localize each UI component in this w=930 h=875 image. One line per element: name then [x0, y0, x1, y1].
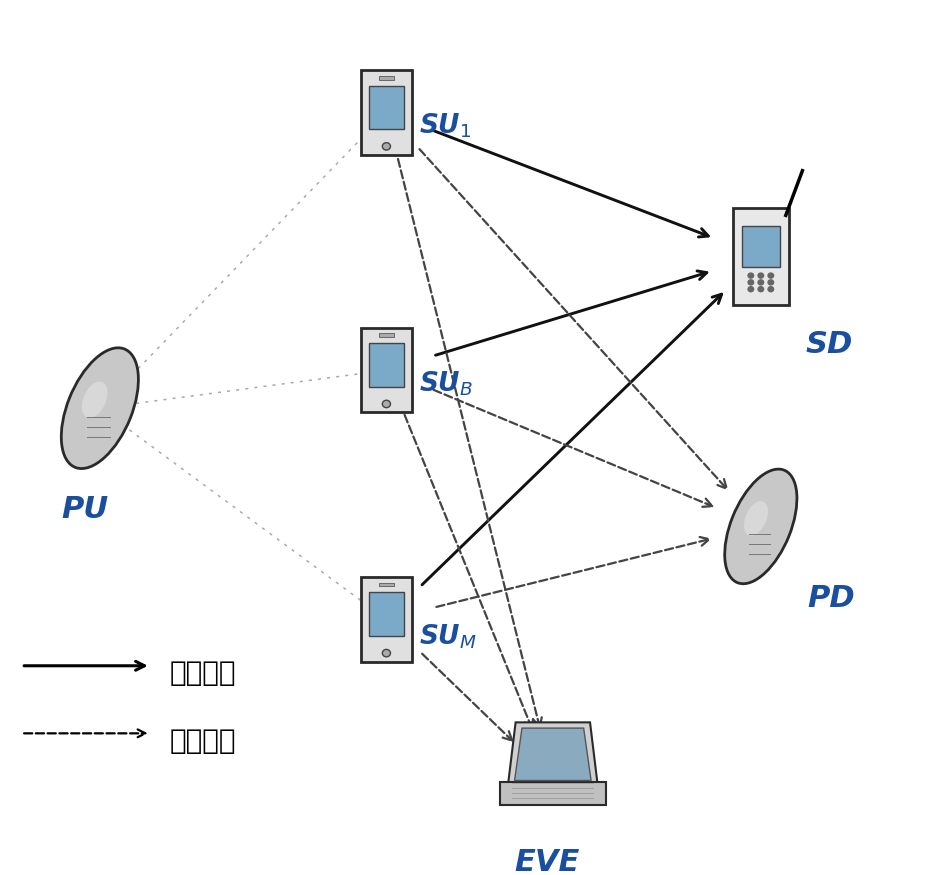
Circle shape: [748, 273, 753, 278]
Text: EVE: EVE: [514, 848, 579, 875]
Text: SU$_1$: SU$_1$: [418, 112, 472, 140]
Circle shape: [382, 400, 391, 408]
Text: SU$_M$: SU$_M$: [418, 623, 477, 651]
Circle shape: [758, 287, 764, 291]
Circle shape: [768, 287, 774, 291]
Ellipse shape: [744, 501, 768, 536]
Circle shape: [382, 649, 391, 657]
Circle shape: [758, 280, 764, 285]
Text: PD: PD: [807, 584, 855, 612]
Polygon shape: [514, 728, 591, 780]
Ellipse shape: [82, 382, 108, 418]
Bar: [368, 86, 405, 130]
Bar: [361, 578, 412, 662]
Text: PU: PU: [61, 495, 108, 524]
Bar: [368, 592, 405, 636]
Ellipse shape: [724, 469, 797, 584]
Text: 数据链路: 数据链路: [169, 659, 235, 687]
Bar: [742, 226, 779, 267]
Polygon shape: [508, 723, 597, 783]
Bar: [733, 207, 789, 304]
Text: SU$_B$: SU$_B$: [418, 369, 473, 398]
Text: SD: SD: [805, 330, 853, 360]
Circle shape: [758, 273, 764, 278]
Bar: [379, 76, 394, 80]
Circle shape: [768, 273, 774, 278]
Bar: [368, 343, 405, 387]
Text: 干扰信号: 干扰信号: [169, 726, 235, 754]
Ellipse shape: [61, 347, 139, 468]
Bar: [499, 782, 606, 805]
Circle shape: [748, 280, 753, 285]
Circle shape: [382, 143, 391, 150]
Circle shape: [748, 287, 753, 291]
Bar: [361, 70, 412, 155]
Circle shape: [768, 280, 774, 285]
Bar: [379, 333, 394, 337]
Bar: [361, 328, 412, 412]
Bar: [379, 583, 394, 586]
